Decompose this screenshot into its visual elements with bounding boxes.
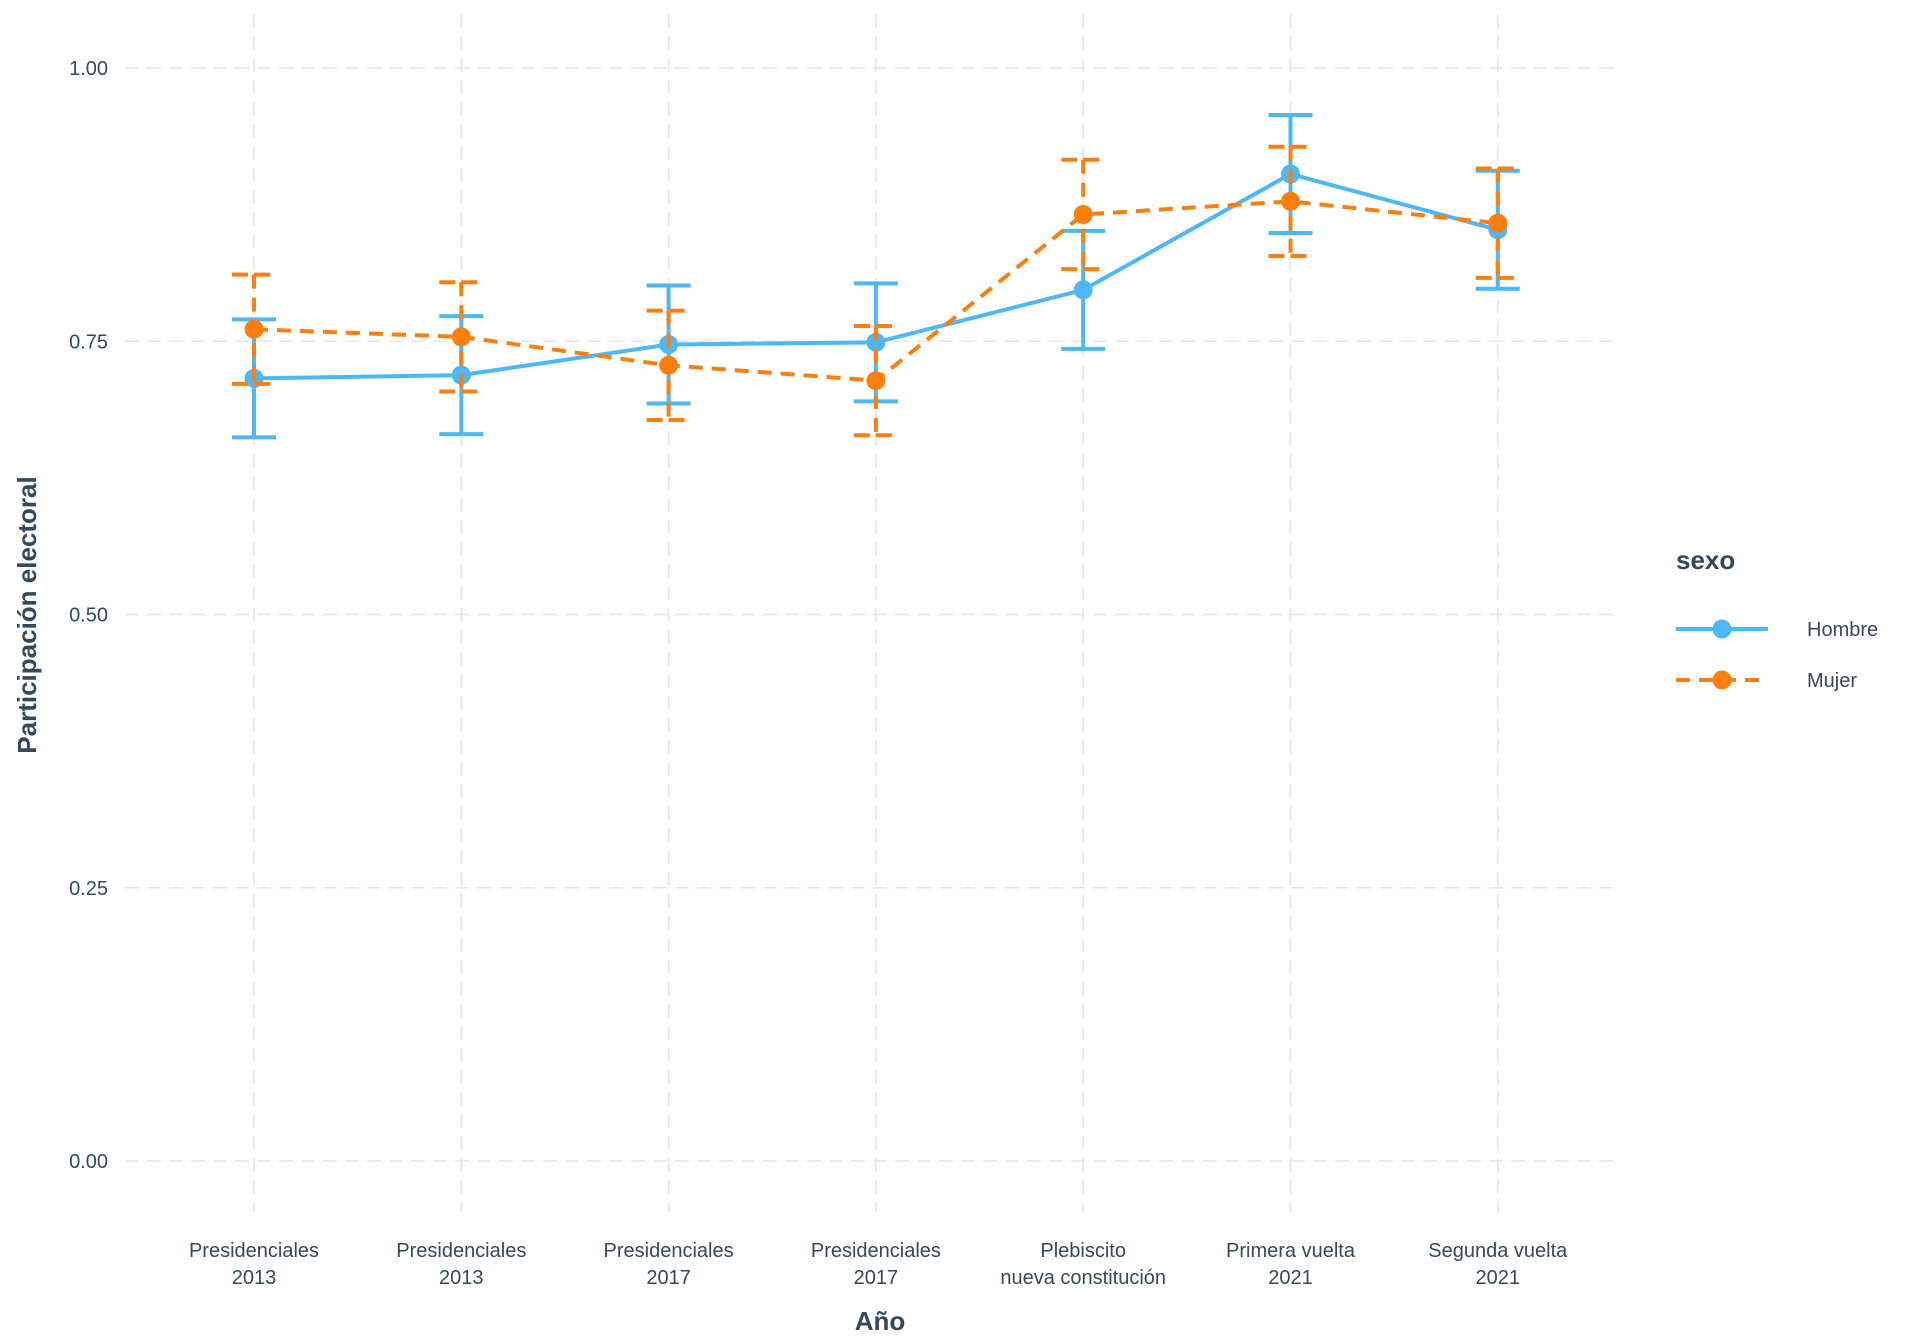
legend-title: sexo — [1676, 545, 1735, 575]
series-mujer — [232, 144, 1520, 438]
x-tick-label: Primera vuelta 2021 — [1226, 1240, 1356, 1289]
y-tick-label: 0.00 — [69, 1151, 108, 1173]
legend: sexo Hombre Mujer — [1676, 545, 1878, 692]
y-tick-label: 0.75 — [69, 331, 108, 353]
data-point — [1073, 280, 1093, 300]
y-tick-label: 0.25 — [69, 878, 108, 900]
x-tick-label: Presidenciales 2013 — [396, 1240, 526, 1289]
x-axis-ticks: Presidenciales 2013 Presidenciales 2013 Pres… — [189, 1240, 1568, 1289]
x-tick-label: Presidenciales 2017 — [604, 1240, 734, 1289]
legend-label: Hombre — [1807, 619, 1878, 641]
legend-key-point — [1712, 670, 1732, 690]
data-point — [866, 371, 886, 391]
y-axis-title: Participación electoral — [12, 476, 42, 753]
data-point — [659, 355, 679, 375]
x-tick-label: Segunda vuelta 2021 — [1428, 1240, 1568, 1289]
data-point — [244, 319, 264, 339]
x-tick-label: Plebiscito nueva constitución — [1000, 1240, 1166, 1289]
x-tick-label: Presidenciales 2017 — [811, 1240, 941, 1289]
legend-item-mujer: Mujer — [1676, 670, 1857, 692]
x-tick-label: Presidenciales 2013 — [189, 1240, 319, 1289]
y-tick-label: 1.00 — [69, 58, 108, 80]
y-axis-ticks: 0.00 0.25 0.50 0.75 1.00 — [69, 58, 108, 1173]
series-layer — [232, 112, 1520, 440]
data-point — [1073, 204, 1093, 224]
y-tick-label: 0.50 — [69, 605, 108, 627]
legend-label: Mujer — [1807, 670, 1857, 692]
data-point — [1281, 191, 1300, 211]
data-point — [1488, 213, 1508, 233]
legend-key-point — [1712, 619, 1732, 639]
grid-lines — [125, 14, 1615, 1212]
x-axis-title: Año — [855, 1306, 906, 1336]
legend-item-hombre: Hombre — [1676, 619, 1878, 641]
data-point — [451, 327, 471, 347]
data-point — [866, 332, 886, 352]
legend-items: Hombre Mujer — [1676, 619, 1878, 692]
